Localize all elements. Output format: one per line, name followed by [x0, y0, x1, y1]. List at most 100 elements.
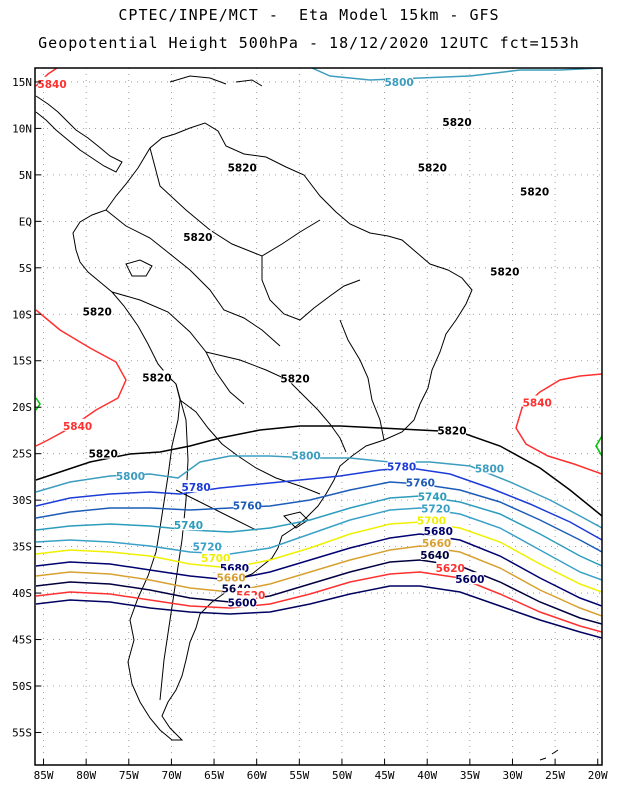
contour-label-background: [220, 560, 249, 573]
contour-label: 5640: [420, 550, 449, 562]
contour-label: 5840: [37, 79, 66, 91]
lat-tick-label: 5N: [19, 169, 32, 182]
lat-tick-label: 15S: [12, 355, 32, 368]
contour-label-background: [38, 76, 67, 89]
contour-5680: [35, 533, 602, 607]
contour-label: 5820: [228, 162, 257, 174]
map-title-line-1: CPTEC/INPE/MCT - Eta Model 15km - GFS: [118, 6, 500, 24]
contour-label-background: [182, 480, 211, 493]
lat-tick-label: 35S: [12, 541, 32, 554]
contour-label: 5820: [142, 372, 171, 384]
lat-tick-label: 30S: [12, 494, 32, 507]
contour-label-background: [422, 535, 451, 548]
lon-tick-label: 80W: [76, 769, 96, 782]
contour-label: 5660: [422, 538, 451, 550]
contour-label-background: [443, 114, 472, 127]
contour-label: 5840: [523, 398, 552, 410]
contour-label: 5820: [89, 449, 118, 461]
contour-label-background: [418, 489, 447, 502]
contour-label-background: [387, 459, 416, 472]
contour-label-background: [292, 448, 321, 461]
longitude-tick-labels: 85W 80W 75W 70W 65W 60W 55W 50W 45W 40W 35W 30W 25W 2…: [34, 759, 608, 782]
contour-label: 5720: [421, 504, 450, 516]
lat-tick-label: 55S: [12, 726, 32, 739]
contour-5760: [35, 481, 602, 553]
contour-label-background: [523, 395, 552, 408]
contour-green: [595, 435, 602, 457]
contour-label-background: [63, 418, 92, 431]
lon-tick-label: 55W: [289, 769, 309, 782]
contour-label: 5780: [387, 462, 416, 474]
lat-tick-label: 5S: [19, 262, 32, 275]
lat-lon-grid: [35, 68, 602, 765]
contour-label-background: [228, 160, 257, 173]
lon-tick-label: 20W: [588, 769, 608, 782]
contour-label: 5800: [292, 451, 321, 463]
contour-label-background: [421, 501, 450, 514]
contour-label-background: [116, 468, 145, 481]
contour-label-background: [385, 74, 414, 87]
lat-tick-label: 25S: [12, 448, 32, 461]
contour-5740: [35, 495, 602, 567]
contour-5840-east: [515, 373, 602, 475]
lon-tick-label: 75W: [119, 769, 139, 782]
lon-tick-label: 35W: [460, 769, 480, 782]
contour-label: 5620: [436, 563, 465, 575]
contour-label: 5600: [228, 597, 257, 609]
contour-label: 5740: [174, 520, 203, 532]
contour-label: 5820: [437, 425, 466, 437]
lon-tick-label: 50W: [332, 769, 352, 782]
coastline-borders: [35, 75, 559, 761]
contour-label: 5820: [490, 267, 519, 279]
contour-5660: [35, 545, 602, 617]
contour-label: 5740: [418, 491, 447, 503]
contour-label: 5720: [193, 542, 222, 554]
contour-5640: [35, 559, 602, 625]
contour-5800-north: [311, 68, 602, 81]
contour-label-background: [228, 595, 257, 608]
contour-label-background: [406, 475, 435, 488]
contour-label-background: [281, 371, 310, 384]
contour-label-background: [142, 370, 171, 383]
contour-label: 5760: [406, 477, 435, 489]
contour-label: 5800: [384, 77, 413, 89]
lon-tick-label: 25W: [545, 769, 565, 782]
lat-tick-label: 10N: [12, 122, 32, 135]
height-contours: [35, 68, 602, 639]
contour-label: 5820: [183, 232, 212, 244]
contour-label-background: [83, 304, 112, 317]
contour-label: 5800: [475, 464, 504, 476]
lat-tick-label: 45S: [12, 634, 32, 647]
contour-label-background: [89, 446, 118, 459]
lon-tick-label: 85W: [34, 769, 54, 782]
contour-label: 5600: [455, 574, 484, 586]
lat-tick-label: 10S: [12, 308, 32, 321]
contour-label: 5680: [424, 526, 453, 538]
lon-tick-label: 65W: [204, 769, 224, 782]
contour-label-background: [475, 461, 504, 474]
latitude-tick-labels: 15N 10N 5N EQ 5S 10S 15S 20S 25S 30S 35S 40S 45S 50S 5…: [12, 76, 41, 739]
contour-label-background: [183, 230, 212, 243]
contour-label-background: [490, 264, 519, 277]
contour-label-background: [233, 498, 262, 511]
contour-label: 5760: [233, 501, 262, 513]
contour-label: 5840: [63, 421, 92, 433]
contour-label: 5780: [182, 482, 211, 494]
contour-label: 5800: [116, 471, 145, 483]
contour-5620: [35, 571, 602, 633]
contour-label-background: [417, 513, 446, 526]
contour-5720: [35, 507, 602, 581]
contour-5700: [35, 521, 602, 593]
contour-label-background: [424, 523, 453, 536]
contour-label-background: [174, 518, 203, 531]
contour-label-background: [455, 572, 484, 585]
contour-5840-west: [35, 309, 127, 447]
lat-tick-label: 20S: [12, 401, 32, 414]
lon-tick-label: 45W: [375, 769, 395, 782]
plot-frame: [34, 67, 603, 766]
contour-label-background: [520, 184, 549, 197]
lat-tick-label: 40S: [12, 587, 32, 600]
contour-label-background: [201, 550, 230, 563]
contour-label: 5820: [418, 162, 447, 174]
contour-label-background: [420, 547, 449, 560]
